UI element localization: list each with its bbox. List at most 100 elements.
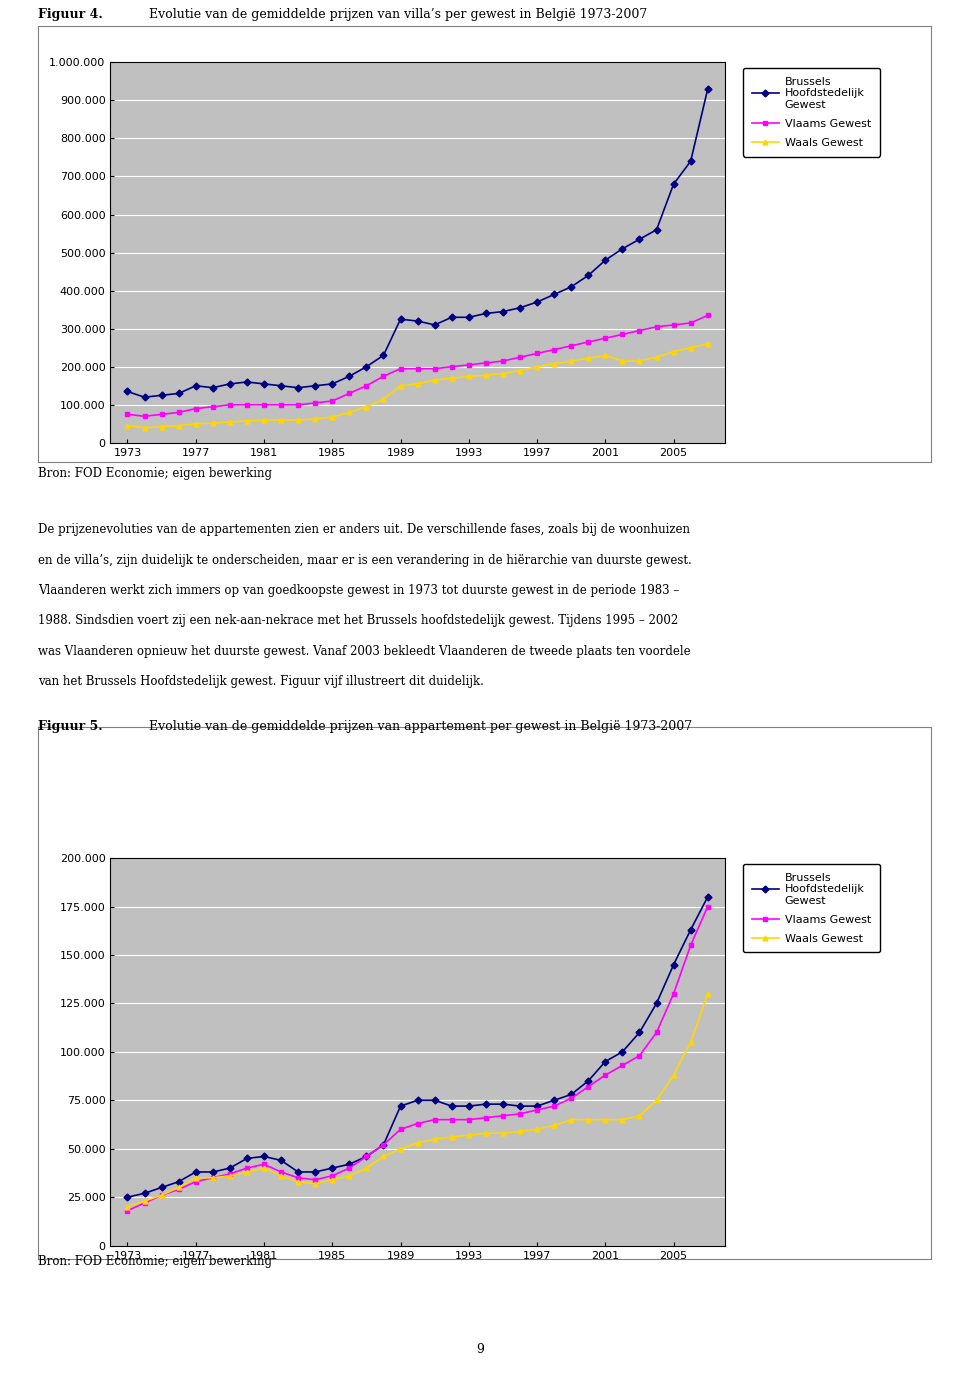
Text: Bron: FOD Economie; eigen bewerking: Bron: FOD Economie; eigen bewerking — [38, 466, 273, 480]
Vlaams Gewest — [173, 1181, 184, 1197]
Vlaams Gewest — [548, 342, 560, 358]
Line: Vlaams Gewest: Vlaams Gewest — [125, 313, 710, 419]
Waals Gewest — [241, 1164, 252, 1181]
Brussels
Hoofdstedelijk
Gewest — [377, 1136, 389, 1153]
Vlaams Gewest — [515, 349, 526, 365]
Waals Gewest — [531, 358, 542, 375]
Vlaams Gewest — [429, 1111, 441, 1128]
Vlaams Gewest — [309, 1171, 321, 1187]
Brussels
Hoofdstedelijk
Gewest — [515, 299, 526, 316]
Brussels
Hoofdstedelijk
Gewest — [173, 1174, 184, 1190]
Waals Gewest — [684, 339, 696, 356]
Vlaams Gewest — [190, 400, 202, 417]
Brussels
Hoofdstedelijk
Gewest — [276, 378, 287, 394]
Line: Waals Gewest: Waals Gewest — [125, 342, 710, 430]
Waals Gewest — [634, 1107, 645, 1124]
Waals Gewest — [480, 1125, 492, 1142]
Waals Gewest — [668, 343, 680, 360]
Vlaams Gewest — [651, 1024, 662, 1041]
Brussels
Hoofdstedelijk
Gewest — [395, 1098, 406, 1114]
Waals Gewest — [377, 390, 389, 407]
Waals Gewest — [293, 1174, 304, 1190]
Vlaams Gewest — [429, 360, 441, 376]
Brussels
Hoofdstedelijk
Gewest — [258, 375, 270, 392]
Brussels
Hoofdstedelijk
Gewest — [668, 956, 680, 973]
Waals Gewest — [412, 375, 423, 392]
Brussels
Hoofdstedelijk
Gewest — [139, 389, 151, 406]
Waals Gewest — [326, 1171, 338, 1187]
Brussels
Hoofdstedelijk
Gewest — [600, 252, 612, 268]
Vlaams Gewest — [207, 399, 219, 415]
Vlaams Gewest — [326, 1168, 338, 1185]
Brussels
Hoofdstedelijk
Gewest — [668, 176, 680, 192]
Brussels
Hoofdstedelijk
Gewest — [446, 1098, 458, 1114]
Waals Gewest — [429, 1131, 441, 1147]
Vlaams Gewest — [515, 1106, 526, 1122]
Text: Vlaanderen werkt zich immers op van goedkoopste gewest in 1973 tot duurste gewes: Vlaanderen werkt zich immers op van goed… — [38, 584, 680, 597]
Waals Gewest — [122, 418, 133, 435]
Text: Evolutie van de gemiddelde prijzen van appartement per gewest in België 1973-200: Evolutie van de gemiddelde prijzen van a… — [149, 720, 692, 732]
Waals Gewest — [463, 368, 474, 385]
Brussels
Hoofdstedelijk
Gewest — [463, 309, 474, 325]
Vlaams Gewest — [463, 357, 474, 374]
Vlaams Gewest — [412, 1116, 423, 1132]
Brussels
Hoofdstedelijk
Gewest — [207, 1164, 219, 1181]
Brussels
Hoofdstedelijk
Gewest — [684, 922, 696, 938]
Brussels
Hoofdstedelijk
Gewest — [309, 1164, 321, 1181]
Vlaams Gewest — [446, 358, 458, 375]
Brussels
Hoofdstedelijk
Gewest — [190, 378, 202, 394]
Vlaams Gewest — [361, 1149, 372, 1165]
Waals Gewest — [600, 347, 612, 364]
Brussels
Hoofdstedelijk
Gewest — [565, 1086, 577, 1103]
Vlaams Gewest — [616, 327, 628, 343]
Brussels
Hoofdstedelijk
Gewest — [429, 1092, 441, 1109]
Text: Evolutie van de gemiddelde prijzen van villa’s per gewest in België 1973-2007: Evolutie van de gemiddelde prijzen van v… — [149, 8, 647, 21]
Waals Gewest — [224, 1168, 235, 1185]
Brussels
Hoofdstedelijk
Gewest — [395, 311, 406, 328]
Text: en de villa’s, zijn duidelijk te onderscheiden, maar er is een verandering in de: en de villa’s, zijn duidelijk te ondersc… — [38, 554, 692, 566]
Waals Gewest — [565, 1111, 577, 1128]
Waals Gewest — [395, 1140, 406, 1157]
Brussels
Hoofdstedelijk
Gewest — [515, 1098, 526, 1114]
Waals Gewest — [361, 1160, 372, 1176]
Text: was Vlaanderen opnieuw het duurste gewest. Vanaf 2003 bekleedt Vlaanderen de twe: was Vlaanderen opnieuw het duurste gewes… — [38, 645, 691, 657]
Waals Gewest — [241, 412, 252, 429]
Vlaams Gewest — [293, 1169, 304, 1186]
Line: Brussels
Hoofdstedelijk
Gewest: Brussels Hoofdstedelijk Gewest — [125, 894, 710, 1200]
Brussels
Hoofdstedelijk
Gewest — [122, 1189, 133, 1205]
Brussels
Hoofdstedelijk
Gewest — [565, 278, 577, 295]
Brussels
Hoofdstedelijk
Gewest — [429, 317, 441, 334]
Brussels
Hoofdstedelijk
Gewest — [634, 1024, 645, 1041]
Vlaams Gewest — [258, 396, 270, 412]
Waals Gewest — [497, 1125, 509, 1142]
Vlaams Gewest — [412, 360, 423, 376]
Vlaams Gewest — [684, 314, 696, 331]
Vlaams Gewest — [395, 360, 406, 376]
Text: Figuur 4.: Figuur 4. — [38, 8, 103, 21]
Line: Brussels
Hoofdstedelijk
Gewest: Brussels Hoofdstedelijk Gewest — [125, 86, 710, 400]
Waals Gewest — [480, 367, 492, 383]
Waals Gewest — [583, 350, 594, 367]
Waals Gewest — [583, 1111, 594, 1128]
Waals Gewest — [515, 1122, 526, 1139]
Brussels
Hoofdstedelijk
Gewest — [497, 1096, 509, 1113]
Vlaams Gewest — [480, 1110, 492, 1127]
Brussels
Hoofdstedelijk
Gewest — [344, 1156, 355, 1172]
Waals Gewest — [616, 353, 628, 370]
Text: 9: 9 — [476, 1344, 484, 1356]
Brussels
Hoofdstedelijk
Gewest — [156, 1179, 167, 1196]
Waals Gewest — [463, 1127, 474, 1143]
Vlaams Gewest — [361, 378, 372, 394]
Brussels
Hoofdstedelijk
Gewest — [190, 1164, 202, 1181]
Waals Gewest — [548, 356, 560, 372]
Brussels
Hoofdstedelijk
Gewest — [651, 221, 662, 238]
Vlaams Gewest — [497, 353, 509, 370]
Waals Gewest — [190, 415, 202, 432]
Waals Gewest — [309, 1175, 321, 1192]
Text: 1988. Sindsdien voert zij een nek-aan-nekrace met het Brussels hoofdstedelijk ge: 1988. Sindsdien voert zij een nek-aan-ne… — [38, 614, 679, 627]
Vlaams Gewest — [548, 1098, 560, 1114]
Waals Gewest — [565, 353, 577, 370]
Brussels
Hoofdstedelijk
Gewest — [293, 1164, 304, 1181]
Vlaams Gewest — [207, 1169, 219, 1186]
Brussels
Hoofdstedelijk
Gewest — [377, 347, 389, 364]
